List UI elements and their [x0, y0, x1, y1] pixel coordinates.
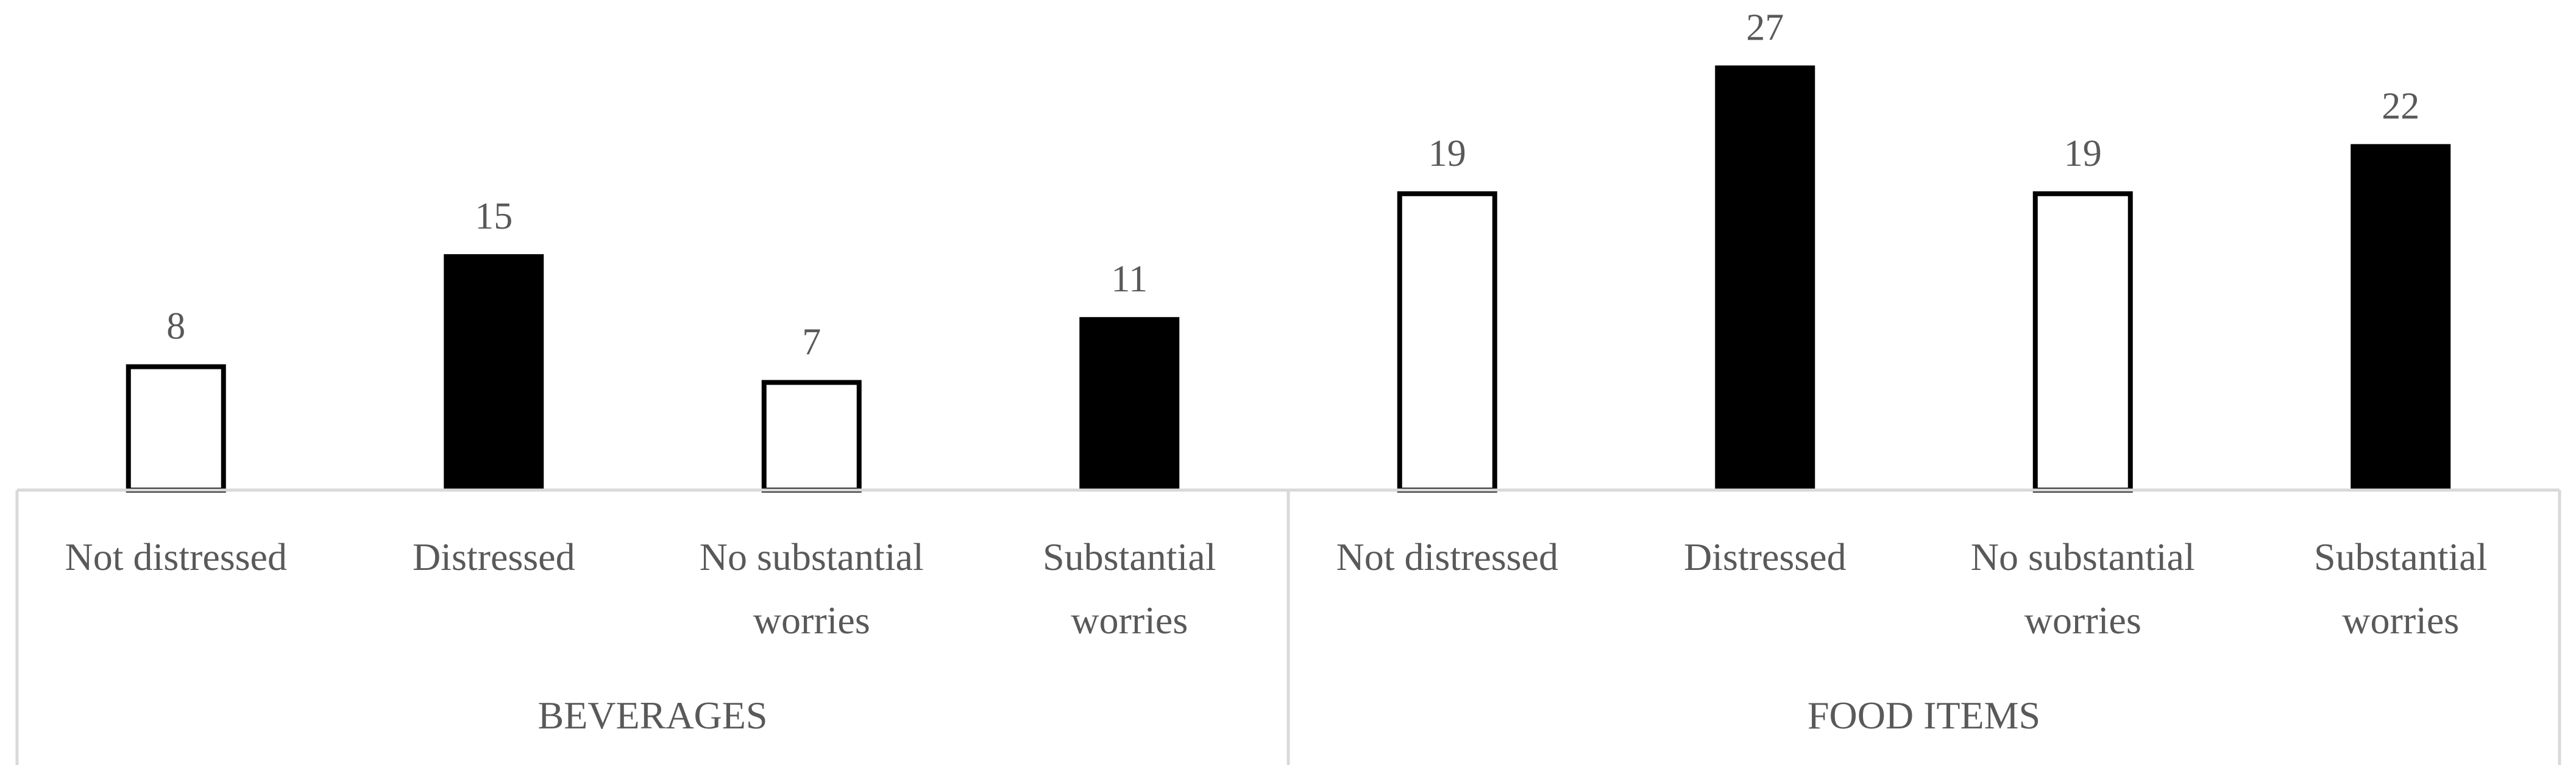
data-label: 19 — [2064, 133, 2102, 174]
tick-label: Substantial — [2314, 535, 2487, 578]
data-label: 15 — [475, 196, 513, 237]
tick-label: No substantial — [700, 535, 924, 578]
bar — [2032, 191, 2133, 493]
tick-label: Substantial — [1043, 535, 1216, 578]
data-label: 8 — [166, 306, 185, 347]
tick-label: Not distressed — [65, 535, 287, 578]
tick-label: worries — [2024, 599, 2141, 642]
tick-label: Distressed — [1684, 535, 1847, 578]
bar — [2351, 144, 2451, 490]
data-label: 19 — [1428, 133, 1466, 174]
bar — [1079, 317, 1180, 490]
tick-label: Distressed — [413, 535, 575, 578]
tick-label: worries — [2342, 599, 2459, 642]
bar — [1397, 191, 1497, 493]
tick-label: worries — [753, 599, 870, 642]
tick-label: Not distressed — [1336, 535, 1558, 578]
bar — [1715, 65, 1815, 490]
data-label: 11 — [1111, 258, 1148, 300]
group-label: BEVERAGES — [538, 694, 768, 737]
tick-label: No substantial — [1971, 535, 2195, 578]
group-label: FOOD ITEMS — [1808, 694, 2040, 737]
bar — [444, 254, 544, 490]
data-label: 7 — [802, 321, 821, 363]
data-label: 22 — [2382, 85, 2419, 127]
bar — [761, 380, 862, 493]
tick-label: worries — [1071, 599, 1188, 642]
bar — [126, 364, 226, 493]
data-label: 27 — [1746, 7, 1784, 48]
